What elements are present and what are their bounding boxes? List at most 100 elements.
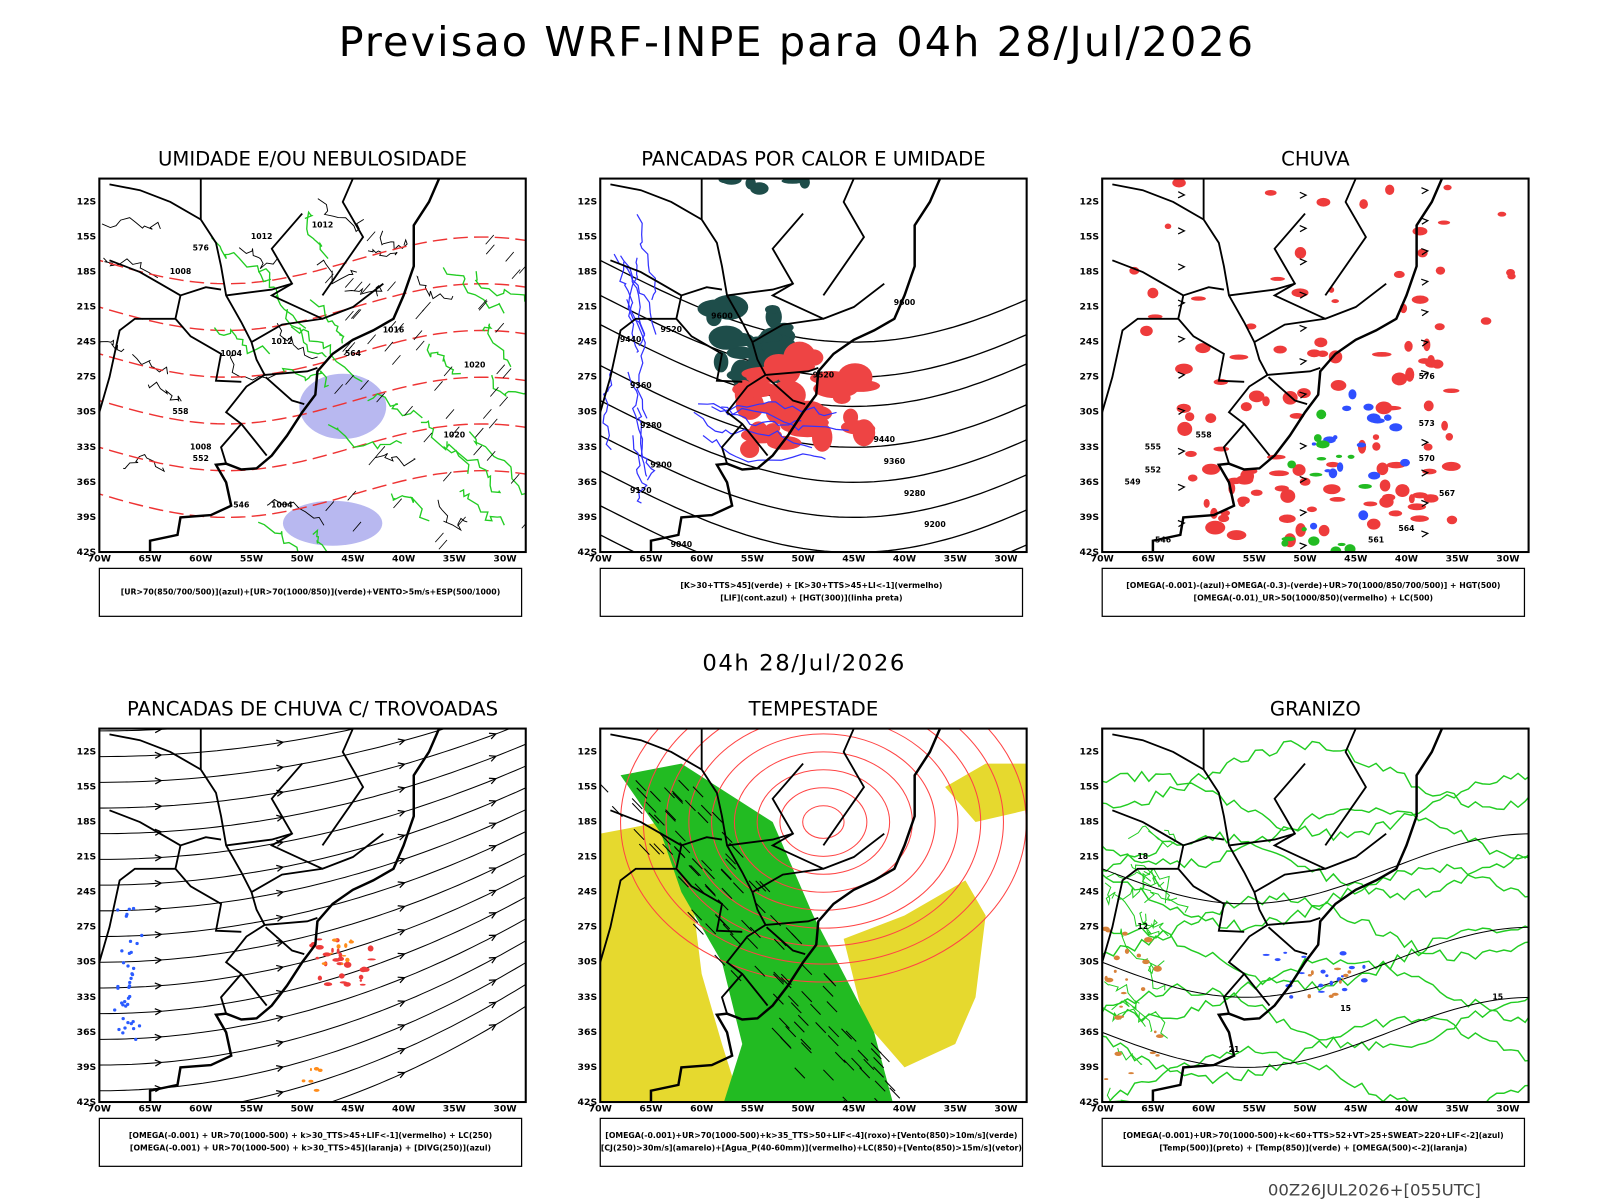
shaded-area (359, 967, 367, 973)
shaded-area (317, 975, 323, 981)
wind-arrow (800, 1042, 812, 1054)
shaded-area (344, 943, 348, 948)
border (600, 317, 677, 413)
arrow-head (276, 914, 285, 922)
shaded-area (331, 938, 338, 942)
arrow-head (154, 931, 163, 939)
shaded-area (126, 996, 131, 1000)
contour (446, 441, 502, 494)
shaded-area (1229, 354, 1249, 360)
lon-label: 35W (1446, 1104, 1469, 1115)
border (610, 259, 682, 297)
contour (1148, 966, 1166, 991)
arrow-head (1421, 499, 1430, 508)
shaded-area (1122, 931, 1128, 936)
border (770, 212, 885, 320)
shaded-area (726, 346, 756, 359)
wind-arrow (873, 1056, 885, 1069)
shaded-area (1140, 325, 1153, 337)
wind-arrow (884, 1080, 896, 1092)
contour-label: 549 (1125, 477, 1141, 486)
contour (99, 339, 125, 353)
wind-arrow (649, 790, 661, 802)
shaded-area (313, 1088, 320, 1092)
map (99, 728, 526, 1103)
lon-label: 65W (1141, 1104, 1164, 1115)
shaded-area (1314, 337, 1328, 348)
lon-label: 70W (1091, 1104, 1114, 1115)
lon-label: 40W (893, 1104, 916, 1115)
arrow-head (488, 934, 498, 942)
legend-text: [OMEGA(-0.01)_UR>50(1000/850)(vermelho) … (1194, 594, 1434, 603)
shaded-area (1317, 990, 1325, 993)
arrow-head (397, 833, 406, 841)
lat-label: 36S (1079, 477, 1099, 488)
lat-label: 27S (77, 372, 97, 383)
arrow-head (1299, 509, 1308, 517)
contour-label: 9520 (660, 325, 682, 334)
shaded-area (1114, 1051, 1122, 1056)
footer: 00Z26JUL2026+[055UTC] (1268, 1180, 1481, 1199)
contour (416, 275, 454, 300)
lat-label: 33S (578, 442, 598, 453)
shaded-area (708, 325, 745, 350)
shaded-area (1187, 474, 1198, 482)
border (675, 836, 743, 933)
arrow-head (154, 982, 163, 990)
contour (468, 431, 526, 496)
wind-arrow (488, 418, 498, 429)
coastline (649, 728, 942, 1103)
wind-arrow (725, 853, 737, 865)
lon-label: 55W (240, 1104, 263, 1115)
shaded-area (1310, 970, 1314, 975)
arrow-head (154, 828, 163, 836)
contour-label: 567 (1439, 489, 1455, 498)
lon-label: 65W (138, 554, 161, 565)
wind-arrow (486, 450, 496, 461)
border (264, 916, 318, 926)
shaded-area (338, 952, 343, 958)
shaded-area (803, 349, 824, 366)
shaded-area (1375, 401, 1393, 415)
contour (602, 369, 613, 451)
shaded-area (1372, 434, 1380, 440)
map-frame (98, 727, 527, 1104)
lon-label: 65W (639, 1104, 662, 1115)
shaded-area (1203, 498, 1210, 508)
shaded-area (758, 402, 778, 414)
lat-label: 27S (578, 922, 598, 933)
arrow-head (1299, 358, 1308, 366)
wind-arrow (442, 471, 452, 482)
wind-arrow (873, 1066, 884, 1078)
wind-arrow (779, 1036, 791, 1048)
shaded-area (317, 1068, 323, 1072)
arrow-head (397, 786, 406, 794)
wind-arrow (631, 798, 643, 810)
contour-label: 1004 (220, 349, 242, 358)
wind-arrow (505, 251, 515, 262)
shaded-area (1441, 420, 1448, 431)
wind-arrow (457, 516, 466, 527)
wind-arrow (434, 532, 444, 543)
lon-label: 40W (1395, 554, 1418, 565)
arrow-head (1420, 339, 1430, 347)
wind-arrow (870, 1048, 882, 1060)
wind-arrow (749, 926, 761, 939)
wind-arrow (822, 985, 834, 997)
panel: PANCADAS POR CALOR E UMIDADE 9600 9600 9520… (578, 148, 1028, 617)
map-frame (1101, 727, 1530, 1104)
contour-label: 576 (193, 244, 209, 253)
lat-label: 30S (1079, 957, 1099, 968)
arrow-head (1299, 291, 1308, 299)
arrow-head (397, 1024, 406, 1031)
wind-arrow (653, 843, 665, 855)
arrow-head (488, 777, 498, 785)
contour-label: 558 (172, 407, 188, 416)
shaded-area (345, 957, 350, 963)
wind-arrow (801, 990, 813, 1003)
shaded-area (1417, 248, 1428, 258)
lat-label: 42S (1079, 547, 1099, 558)
shaded-area (1270, 276, 1285, 281)
lon-label: 70W (589, 554, 612, 565)
shaded-area (1299, 477, 1311, 486)
